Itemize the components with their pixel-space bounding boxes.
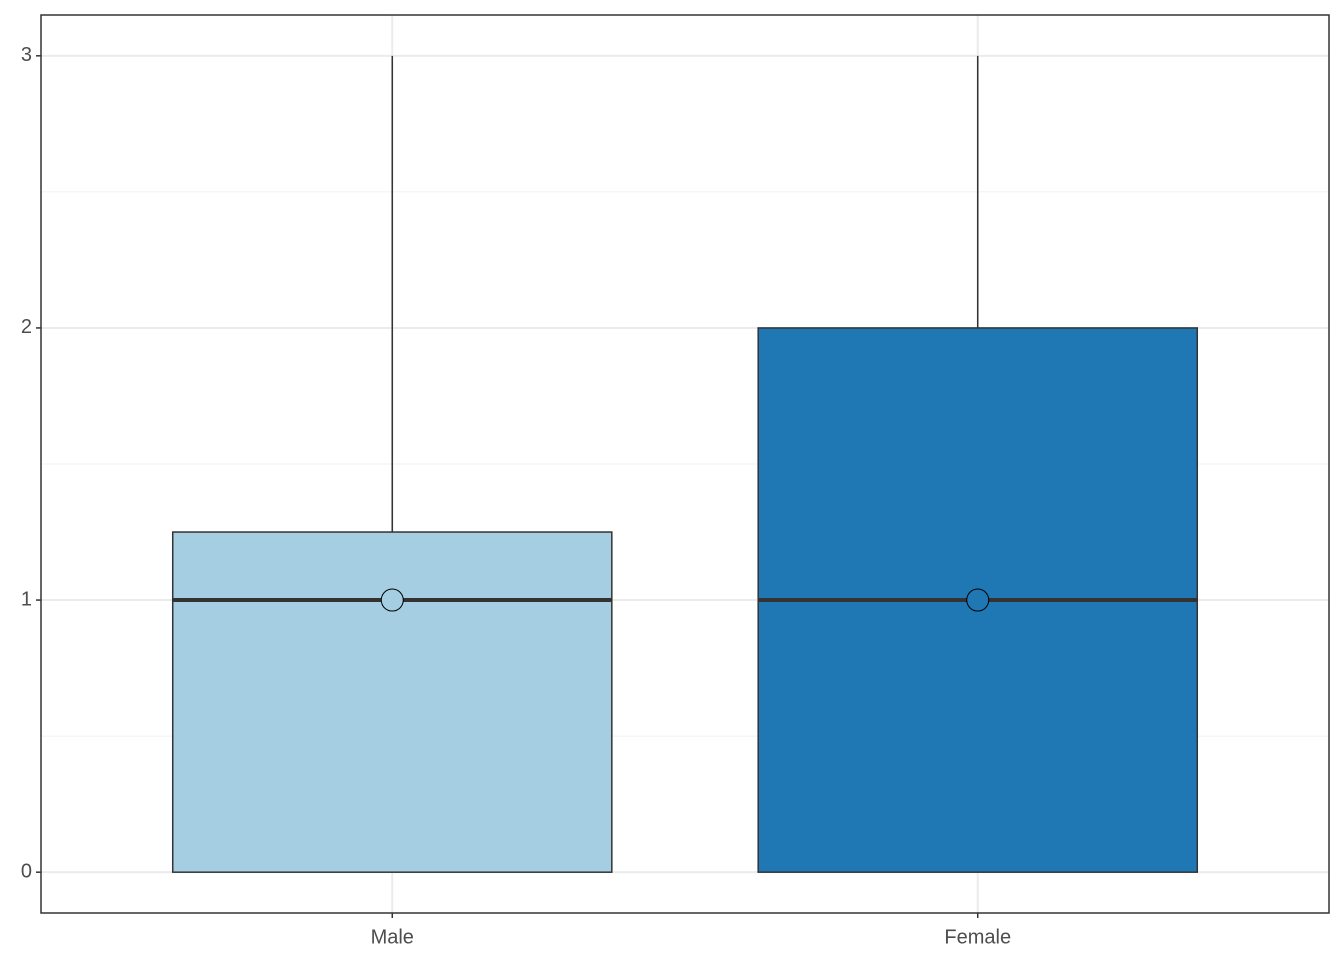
y-tick-label: 0 [21,860,32,882]
x-tick-label: Male [371,926,414,948]
y-tick-label: 3 [21,44,32,66]
panel-border [40,14,1330,914]
y-tick-label: 2 [21,316,32,338]
box [171,531,613,873]
y-tick-label: 1 [21,588,32,610]
mean-point [380,588,404,612]
x-tick-label: Female [944,926,1011,948]
mean-point [966,588,990,612]
